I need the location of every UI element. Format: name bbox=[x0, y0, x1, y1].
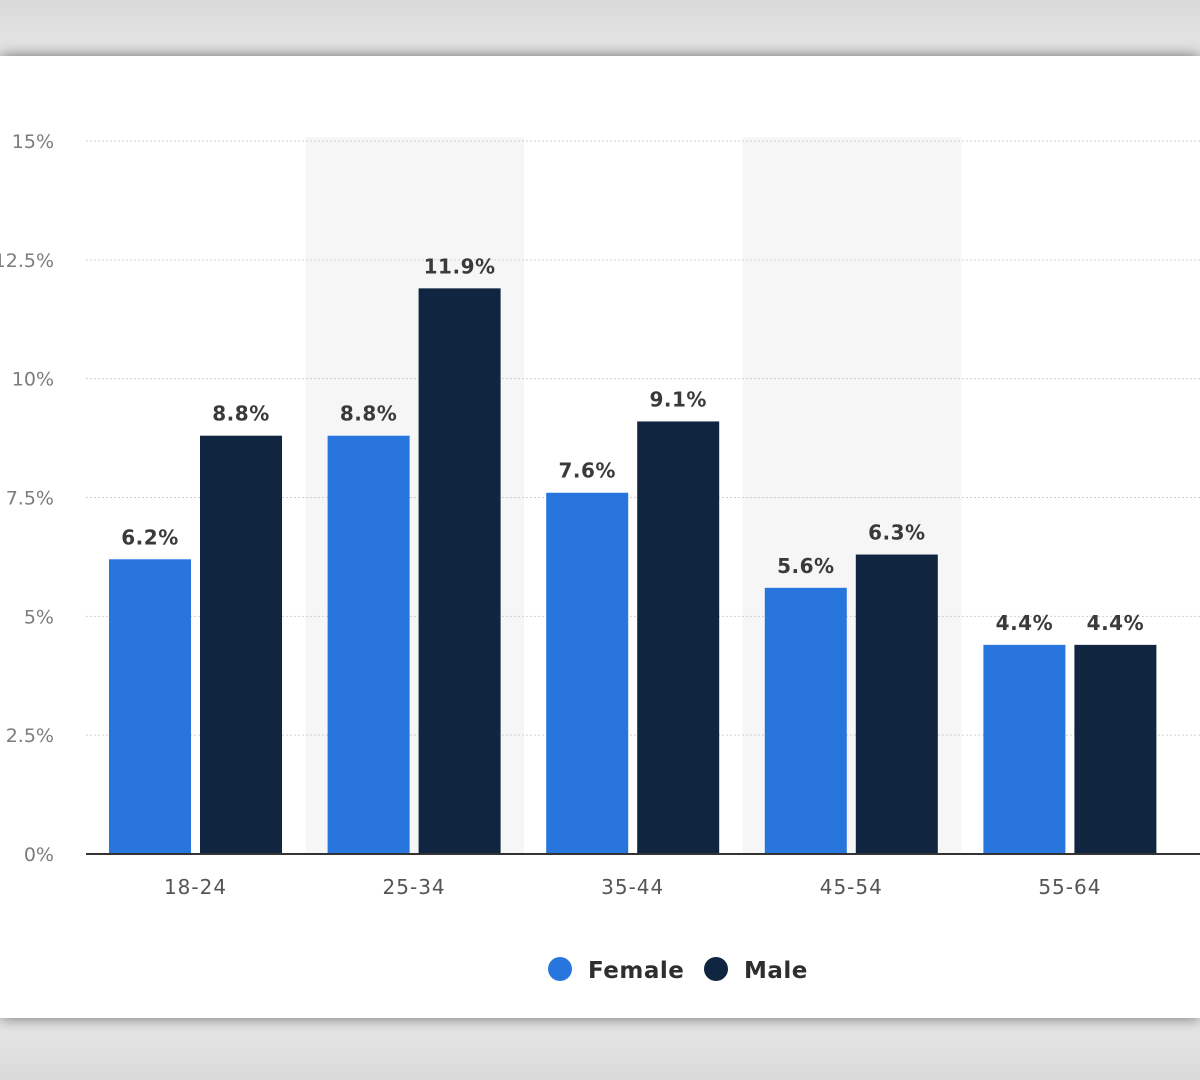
bar-male-45-54 bbox=[855, 554, 938, 854]
data-label: 4.4% bbox=[1087, 611, 1144, 635]
legend-marker-female bbox=[548, 957, 572, 981]
data-label: 6.2% bbox=[121, 525, 178, 549]
data-label: 4.4% bbox=[996, 611, 1053, 635]
y-tick-label: 10% bbox=[12, 369, 54, 391]
y-tick-label: 2.5% bbox=[6, 725, 54, 747]
data-label: 7.6% bbox=[558, 459, 615, 483]
data-label: 5.6% bbox=[777, 554, 834, 578]
bar-female-18-24 bbox=[109, 559, 191, 854]
bar-female-35-44 bbox=[546, 492, 629, 854]
bar-male-35-44 bbox=[637, 421, 720, 854]
data-label: 8.8% bbox=[340, 402, 397, 426]
bar-male-18-24 bbox=[200, 435, 282, 854]
x-tick-label: 35-44 bbox=[601, 875, 664, 899]
legend-marker-male bbox=[704, 957, 728, 981]
y-tick-label: 12.5% bbox=[0, 250, 54, 272]
x-tick-label: 25-34 bbox=[383, 875, 446, 899]
bar-female-45-54 bbox=[764, 587, 847, 854]
x-tick-label: 55-64 bbox=[1038, 875, 1101, 899]
y-tick-label: 15% bbox=[12, 131, 54, 153]
bar-male-55-64 bbox=[1074, 644, 1157, 854]
y-tick-label: 0% bbox=[24, 844, 54, 866]
x-tick-label: 18-24 bbox=[164, 875, 227, 899]
legend: Female Male bbox=[548, 957, 808, 984]
x-axis-categories: 18-24 25-34 35-44 45-54 55-64 bbox=[164, 875, 1101, 899]
data-label: 11.9% bbox=[424, 254, 496, 278]
bar-male-25-34 bbox=[418, 288, 501, 854]
bar-female-25-34 bbox=[327, 435, 410, 854]
data-label: 9.1% bbox=[649, 387, 706, 411]
data-labels: 6.2% 8.8% 8.8% 11.9% 7.6% 9.1% 5.6% 6.3% 4.4% 4.4… bbox=[121, 254, 1144, 635]
bars bbox=[109, 288, 1157, 854]
data-label: 6.3% bbox=[868, 521, 925, 545]
y-tick-label: 5% bbox=[24, 606, 54, 628]
legend-label-male[interactable]: Male bbox=[744, 958, 808, 984]
y-tick-label: 7.5% bbox=[6, 488, 54, 510]
y-axis-ticks: 0% 2.5% 5% 7.5% 10% 12.5% 15% bbox=[0, 131, 54, 866]
bar-female-55-64 bbox=[983, 644, 1066, 854]
legend-label-female[interactable]: Female bbox=[588, 958, 684, 984]
x-tick-label: 45-54 bbox=[820, 875, 883, 899]
data-label: 8.8% bbox=[212, 402, 269, 426]
